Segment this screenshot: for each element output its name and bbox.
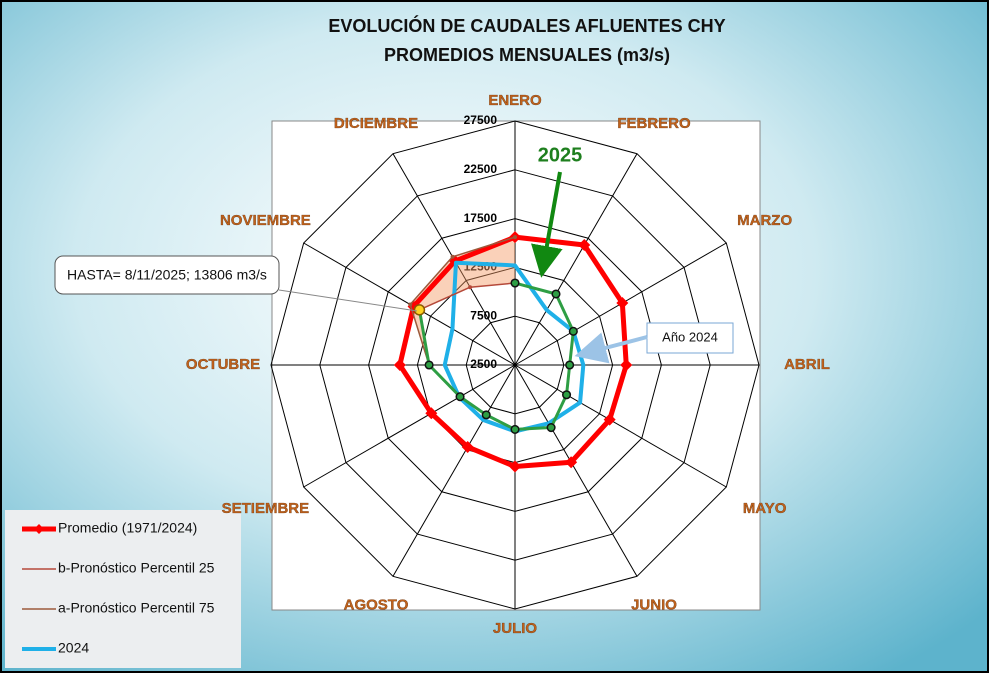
category-label: MARZO: [737, 212, 792, 229]
chart-subtitle: PROMEDIOS MENSUALES (m3/s): [384, 45, 670, 65]
marker: [578, 238, 591, 251]
category-label: FEBRERO: [617, 115, 691, 132]
legend: [5, 510, 241, 668]
legend-label: b-Pronóstico Percentil 25: [58, 560, 215, 576]
marker: [450, 254, 455, 259]
series-line: [409, 236, 516, 366]
marker: [481, 410, 491, 420]
annotation-box: [646, 322, 734, 354]
r-tick-label: 7500: [470, 308, 497, 322]
legend-label: Promedio (1971/2024): [58, 520, 197, 536]
annotation: 2025: [538, 144, 583, 166]
r-tick-label: 17500: [464, 211, 498, 225]
category-label: OCTUBRE: [186, 356, 260, 373]
r-tick-label: 22500: [464, 162, 498, 176]
marker: [513, 235, 517, 240]
marker: [393, 359, 406, 371]
arrow: [531, 171, 563, 278]
r-tick-label: 27500: [464, 113, 498, 127]
category-label: DICIEMBRE: [334, 115, 418, 132]
legend-label: 2024: [58, 640, 89, 656]
marker: [424, 360, 434, 370]
marker: [461, 440, 474, 453]
marker: [565, 360, 575, 370]
category-label: JUNIO: [631, 597, 677, 614]
marker: [568, 326, 578, 336]
marker: [455, 392, 465, 402]
category-label: NOVIEMBRE: [220, 212, 311, 229]
marker: [509, 460, 521, 473]
marker: [603, 413, 616, 426]
marker: [408, 302, 413, 307]
highlight-marker: [413, 304, 426, 316]
leader-line: [278, 289, 418, 312]
marker: [510, 424, 520, 434]
category-label: JULIO: [493, 620, 538, 637]
marker: [425, 407, 438, 420]
legend-label: a-Pronóstico Percentil 75: [58, 600, 215, 616]
marker: [565, 456, 578, 469]
marker: [562, 390, 572, 400]
category-label: ABRIL: [784, 356, 830, 373]
spoke: [392, 364, 516, 577]
annotation: Año 2024: [662, 329, 718, 344]
category-label: SETIEMBRE: [222, 500, 310, 517]
category-label: MAYO: [743, 500, 787, 517]
annotation-box: [54, 255, 280, 295]
marker: [546, 422, 556, 433]
marker: [551, 289, 561, 299]
legend-marker: [34, 524, 44, 534]
chart-title: EVOLUCIÓN DE CAUDALES AFLUENTES CHY: [328, 15, 725, 36]
marker: [616, 297, 629, 310]
category-label: AGOSTO: [344, 597, 409, 614]
spoke: [514, 153, 638, 366]
annotation: HASTA= 8/11/2025; 13806 m3/s: [67, 267, 267, 283]
category-label: ENERO: [488, 92, 542, 109]
marker: [510, 278, 520, 288]
spoke: [303, 364, 516, 488]
arrow: [574, 332, 648, 364]
r-tick-label: 2500: [470, 357, 497, 371]
spoke: [514, 364, 727, 488]
marker: [468, 285, 473, 290]
spoke: [514, 364, 638, 577]
marker: [620, 359, 633, 371]
